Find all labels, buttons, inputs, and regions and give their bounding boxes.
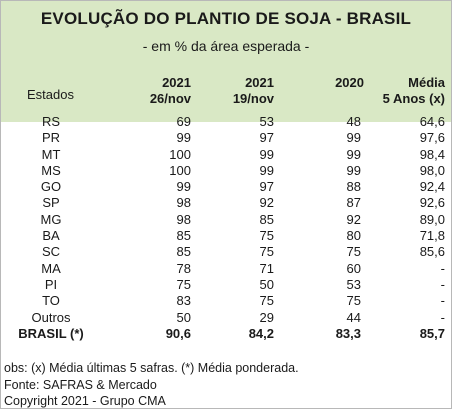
cell-v3: 53 [346, 276, 361, 292]
cell-estado: MA [41, 260, 61, 276]
cell-v3: 92 [346, 211, 361, 227]
cell-v4: 98,4 [419, 146, 445, 162]
cell-v3: 75 [346, 244, 361, 260]
cell-v4: 92,6 [419, 195, 445, 211]
cell-v1: 100 [169, 162, 191, 178]
cell-v1: 90,6 [165, 325, 191, 341]
table-title: EVOLUÇÃO DO PLANTIO DE SOJA - BRASIL [40, 9, 412, 28]
cell-v4: 98,0 [419, 162, 445, 178]
cell-v1: 85 [176, 244, 191, 260]
cell-v2: 50 [259, 276, 274, 292]
cell-v1: 83 [176, 293, 191, 309]
table-row: MS 100 99 99 98,0 [1, 163, 451, 179]
cell-v1: 78 [176, 260, 191, 276]
cell-v4: - [440, 276, 445, 292]
cell-estado: BRASIL (*) [18, 325, 84, 341]
cell-v2: 99 [259, 162, 274, 178]
cell-estado: SC [41, 244, 61, 260]
table-row: Outros 50 29 44 - [1, 310, 451, 326]
cell-estado: BA [42, 228, 60, 244]
cell-v2: 75 [259, 293, 274, 309]
cell-v2: 92 [259, 195, 274, 211]
table-body: RS 69 53 48 64,6 PR 99 97 99 97,6 MT 100 99 99 98,4 MS 1… [1, 114, 451, 342]
cell-v1: 75 [176, 276, 191, 292]
column-header-estados: Estados [27, 87, 74, 102]
cell-v4: 64,6 [419, 114, 445, 129]
footnote-source: Fonte: SAFRAS & Mercado [4, 377, 157, 392]
cell-v1: 98 [176, 195, 191, 211]
cell-v4: 85,7 [419, 325, 445, 341]
cell-estado: MG [40, 211, 62, 227]
cell-estado: RS [41, 114, 61, 129]
cell-v2: 97 [259, 179, 274, 195]
cell-v1: 99 [176, 130, 191, 146]
column-header-media-5-anos: Média 5 Anos (x) [382, 75, 445, 106]
table-row: MT 100 99 99 98,4 [1, 147, 451, 163]
cell-v4: - [440, 293, 445, 309]
column-header-2021-19nov: 2021 19/nov [232, 75, 274, 106]
cell-v3: 75 [346, 293, 361, 309]
cell-estado: Outros [31, 309, 71, 325]
cell-v1: 98 [176, 211, 191, 227]
cell-v3: 99 [346, 130, 361, 146]
cell-v2: 97 [259, 130, 274, 146]
table-row: PR 99 97 99 97,6 [1, 130, 451, 146]
cell-v2: 75 [259, 244, 274, 260]
table-row: MG 98 85 92 89,0 [1, 212, 451, 228]
cell-v3: 80 [346, 228, 361, 244]
table-row: MA 78 71 60 - [1, 261, 451, 277]
table-row: PI 75 50 53 - [1, 277, 451, 293]
cell-v3: 48 [346, 114, 361, 129]
cell-estado: PI [44, 276, 58, 292]
column-header-2021-26nov: 2021 26/nov [149, 75, 191, 106]
cell-v2: 29 [259, 309, 274, 325]
cell-estado: PR [41, 130, 61, 146]
cell-v4: 71,8 [419, 228, 445, 244]
table-subtitle: - em % da área esperada - [142, 38, 310, 54]
cell-estado: GO [40, 179, 62, 195]
table-header: EVOLUÇÃO DO PLANTIO DE SOJA - BRASIL - e… [1, 1, 451, 122]
table-row: BA 85 75 80 71,8 [1, 228, 451, 244]
cell-v2: 53 [259, 114, 274, 129]
footnotes: obs: (x) Média últimas 5 safras. (*) Méd… [4, 360, 299, 410]
cell-v3: 83,3 [335, 325, 361, 341]
cell-v3: 99 [346, 146, 361, 162]
cell-v3: 88 [346, 179, 361, 195]
cell-v4: 85,6 [419, 244, 445, 260]
cell-v1: 99 [176, 179, 191, 195]
cell-v4: - [440, 260, 445, 276]
footnote-copyright: Copyright 2021 - Grupo CMA [4, 394, 166, 408]
cell-v4: 97,6 [419, 130, 445, 146]
cell-v3: 44 [346, 309, 361, 325]
table-row: TO 83 75 75 - [1, 293, 451, 309]
cell-v2: 99 [259, 146, 274, 162]
cell-v1: 85 [176, 228, 191, 244]
cell-estado: SP [42, 195, 60, 211]
table-row: SP 98 92 87 92,6 [1, 195, 451, 211]
cell-v2: 71 [259, 260, 274, 276]
cell-estado: TO [42, 293, 60, 309]
column-header-2020: 2020 [335, 75, 364, 90]
cell-v3: 99 [346, 162, 361, 178]
cell-v2: 75 [259, 228, 274, 244]
cell-v3: 60 [346, 260, 361, 276]
cell-v4: 92,4 [419, 179, 445, 195]
table-row: GO 99 97 88 92,4 [1, 179, 451, 195]
cell-v3: 87 [346, 195, 361, 211]
cell-v1: 100 [169, 146, 191, 162]
cell-v2: 84,2 [248, 325, 274, 341]
cell-v4: - [440, 309, 445, 325]
footnote-obs: obs: (x) Média últimas 5 safras. (*) Méd… [4, 361, 299, 375]
cell-v1: 50 [176, 309, 191, 325]
cell-v4: 89,0 [419, 211, 445, 227]
cell-v2: 85 [259, 211, 274, 227]
cell-estado: MS [41, 162, 61, 178]
cell-v1: 69 [176, 114, 191, 129]
table-row-total: BRASIL (*) 90,6 84,2 83,3 85,7 [1, 326, 451, 342]
cell-estado: MT [41, 146, 61, 162]
table-row: RS 69 53 48 64,6 [1, 114, 451, 130]
table-row: SC 85 75 75 85,6 [1, 244, 451, 260]
